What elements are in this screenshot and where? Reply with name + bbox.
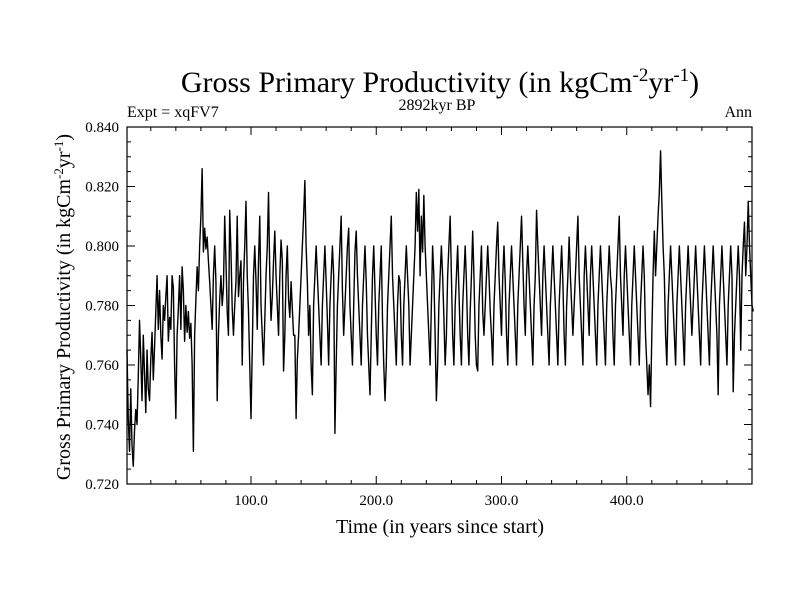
- chart-title: Gross Primary Productivity (in kgCm-2yr-…: [181, 65, 699, 99]
- axis-tick-labels: 0.720 0.740 0.760 0.780 0.800 0.820 0.840 100.0…: [85, 120, 643, 509]
- y-axis-label: Gross Primary Productivity (in kgCm-2yr-…: [51, 134, 75, 480]
- y-tick-label: 0.780: [85, 299, 119, 315]
- subtitle-period: 2892kyr BP: [399, 97, 476, 114]
- subtitle-season: Ann: [724, 104, 752, 121]
- y-tick-label: 0.840: [85, 120, 119, 136]
- subtitle-experiment: Expt = xqFV7: [127, 104, 219, 121]
- gpp-series-line: [126, 150, 754, 467]
- y-tick-label: 0.800: [85, 239, 119, 255]
- x-tick-label: 300.0: [485, 493, 519, 509]
- y-tick-label: 0.720: [85, 477, 119, 493]
- y-tick-label: 0.740: [85, 418, 119, 434]
- y-tick-label: 0.760: [85, 358, 119, 374]
- x-axis-label: Time (in years since start): [336, 516, 544, 538]
- y-tick-label: 0.820: [85, 180, 119, 196]
- x-tick-label: 200.0: [359, 493, 393, 509]
- x-tick-label: 400.0: [610, 493, 644, 509]
- x-tick-label: 100.0: [234, 493, 268, 509]
- plot-frame: [126, 126, 753, 485]
